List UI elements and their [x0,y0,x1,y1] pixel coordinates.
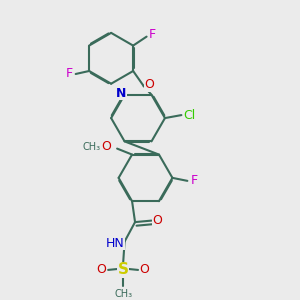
Text: CH₃: CH₃ [82,142,101,152]
Text: O: O [140,263,150,276]
Text: O: O [152,214,162,227]
Text: O: O [145,78,154,91]
Text: F: F [190,174,197,188]
Text: S: S [118,262,129,278]
Text: HN: HN [106,236,124,250]
Text: CH₃: CH₃ [114,289,132,299]
Text: F: F [148,28,155,41]
Text: Cl: Cl [184,109,196,122]
Text: N: N [116,87,126,100]
Text: F: F [65,68,73,80]
Text: O: O [97,263,106,276]
Text: O: O [101,140,111,153]
